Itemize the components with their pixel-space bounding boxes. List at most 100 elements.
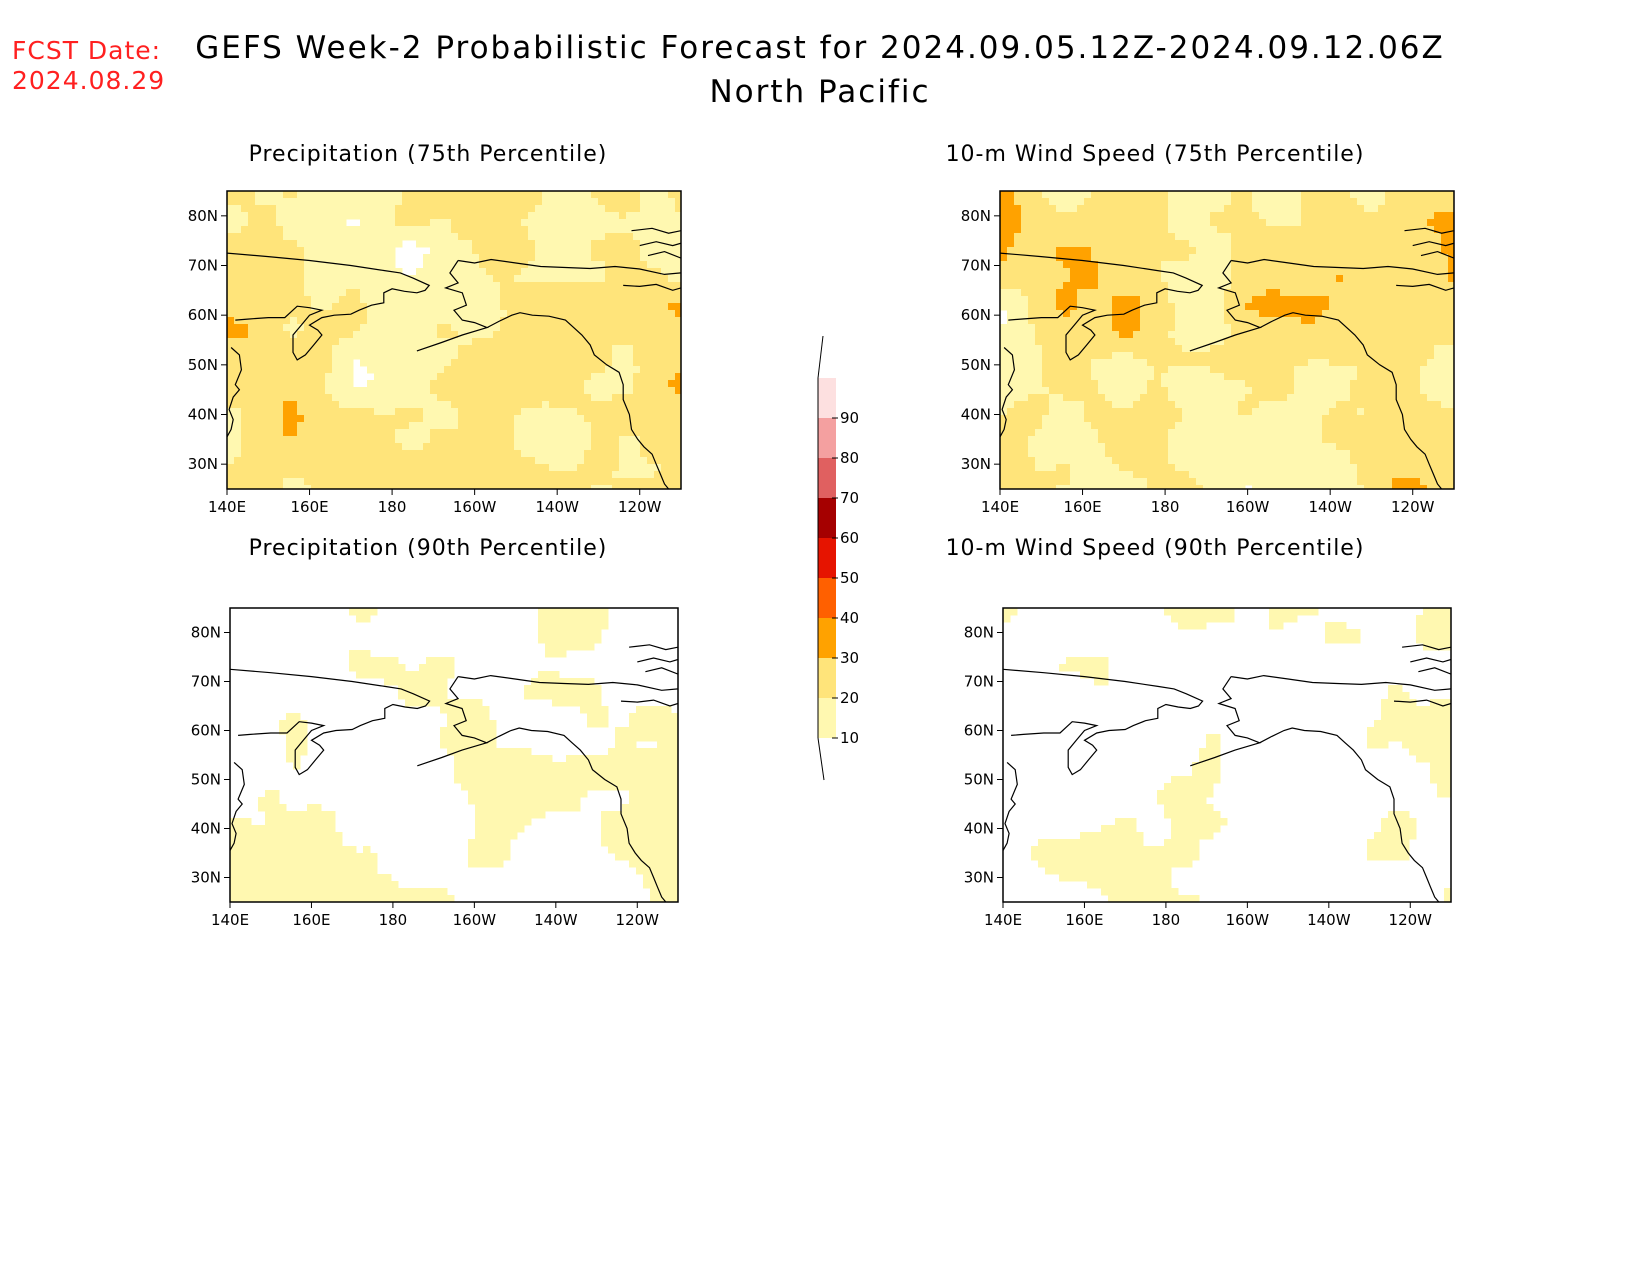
lat-tick-label: 30N (188, 455, 218, 473)
coastline (639, 241, 681, 247)
lon-tick-label: 180 (1151, 498, 1180, 516)
coastline (623, 283, 681, 291)
lon-tick-label: 120W (1389, 911, 1433, 929)
coastline (1412, 241, 1454, 247)
lat-tick-label: 70N (964, 673, 994, 691)
coastline (1189, 260, 1262, 352)
coastline (1003, 761, 1018, 852)
lat-tick-label: 80N (191, 624, 221, 642)
coastline (645, 667, 678, 675)
lon-tick-label: 140E (211, 911, 249, 929)
coastline (620, 699, 678, 707)
coastline (629, 644, 678, 651)
colorbar-segment (818, 658, 836, 698)
map-frame (229, 607, 679, 903)
map-frame (1002, 607, 1452, 903)
coastline (1190, 676, 1262, 767)
lon-tick-label: 140W (535, 498, 579, 516)
lat-tick-label: 40N (191, 820, 221, 838)
lon-tick-label: 160W (453, 498, 497, 516)
lon-tick-label: 160W (453, 911, 497, 929)
lat-tick-label: 80N (961, 207, 991, 225)
colorbar-level-label: 40 (840, 609, 859, 627)
lon-tick-label: 140W (534, 911, 578, 929)
lat-tick-label: 60N (188, 306, 218, 324)
colorbar-level-label: 20 (840, 689, 859, 707)
lon-tick-label: 140E (208, 498, 246, 516)
map-panel-1: 140E 160E 180 160W 140W 120W 80N 70N 60N 50N 40N 30… (961, 190, 1455, 516)
colorbar-level-label: 50 (840, 569, 859, 587)
probability-field (227, 191, 681, 489)
colorbar-level-label: 70 (840, 489, 859, 507)
coastline (1393, 699, 1451, 707)
lat-tick-label: 80N (964, 624, 994, 642)
coastline (1418, 667, 1451, 675)
coastline (1000, 347, 1016, 438)
colorbar-segment (818, 578, 836, 618)
panel-title-wind-90: 10-m Wind Speed (90th Percentile) (945, 536, 1365, 561)
lat-tick-label: 50N (188, 356, 218, 374)
lon-tick-label: 160W (1226, 498, 1270, 516)
coastline (230, 668, 431, 776)
map-frame (226, 190, 682, 490)
lon-tick-label: 120W (616, 911, 660, 929)
colorbar-segment (818, 538, 836, 578)
lat-tick-label: 80N (188, 207, 218, 225)
coastline (1410, 657, 1451, 663)
map-frame (999, 190, 1455, 490)
lon-tick-label: 180 (379, 911, 408, 929)
lat-tick-label: 30N (191, 869, 221, 887)
panel-title-precip-90: Precipitation (90th Percentile) (248, 536, 608, 561)
lat-tick-label: 50N (961, 356, 991, 374)
probability-field (1000, 191, 1454, 489)
lat-tick-label: 70N (961, 257, 991, 275)
lat-tick-label: 40N (188, 406, 218, 424)
map-panel-0: 140E 160E 180 160W 140W 120W 80N 70N 60N 50N 40N 30… (188, 190, 682, 516)
panel-title-precip-75: Precipitation (75th Percentile) (248, 142, 608, 167)
coastline (1259, 312, 1443, 489)
coastline (1402, 644, 1451, 651)
fcst-label: FCST Date: (12, 36, 162, 65)
lat-tick-label: 40N (961, 406, 991, 424)
map-panel-3: 140E 160E 180 160W 140W 120W 80N 70N 60N 50N 40N 30… (964, 607, 1452, 929)
lat-tick-label: 70N (191, 673, 221, 691)
lat-tick-label: 50N (191, 771, 221, 789)
lat-tick-label: 30N (964, 869, 994, 887)
coastline (416, 260, 489, 352)
lat-tick-label: 40N (964, 820, 994, 838)
coastline (227, 252, 431, 361)
coastline (1231, 258, 1454, 276)
probability-field (230, 608, 678, 902)
coastline (417, 676, 489, 767)
colorbar-level-label: 10 (840, 729, 859, 747)
coastline (1231, 674, 1451, 691)
lat-tick-label: 30N (961, 455, 991, 473)
coastline (1259, 727, 1440, 902)
coastline (458, 258, 681, 276)
coastline (227, 347, 243, 438)
lat-tick-label: 60N (964, 722, 994, 740)
coastline (1000, 252, 1204, 361)
region-subtitle: North Pacific (709, 74, 931, 110)
colorbar-segment (818, 378, 836, 418)
coastline (647, 250, 681, 259)
colorbar-segment (818, 618, 836, 658)
lon-tick-label: 180 (1152, 911, 1181, 929)
lon-tick-label: 140W (1307, 911, 1351, 929)
colorbar-level-label: 30 (840, 649, 859, 667)
lon-tick-label: 160E (290, 498, 328, 516)
lon-tick-label: 140E (984, 911, 1022, 929)
colorbar-segment (818, 698, 836, 738)
forecast-date-label: FCST Date: 2024.08.29 (12, 36, 165, 96)
coastline (1003, 668, 1204, 776)
coastline (1396, 283, 1454, 291)
lon-tick-label: 120W (1391, 498, 1435, 516)
page-title: GEFS Week-2 Probabilistic Forecast for 2… (195, 30, 1445, 66)
colorbar-segment (818, 498, 836, 538)
coastline (486, 727, 667, 902)
lon-tick-label: 140W (1308, 498, 1352, 516)
map-panel-2: 140E 160E 180 160W 140W 120W 80N 70N 60N 50N 40N 30… (191, 607, 679, 929)
colorbar: 10 20 30 40 50 60 70 80 90 (817, 335, 859, 781)
lat-tick-label: 60N (191, 722, 221, 740)
